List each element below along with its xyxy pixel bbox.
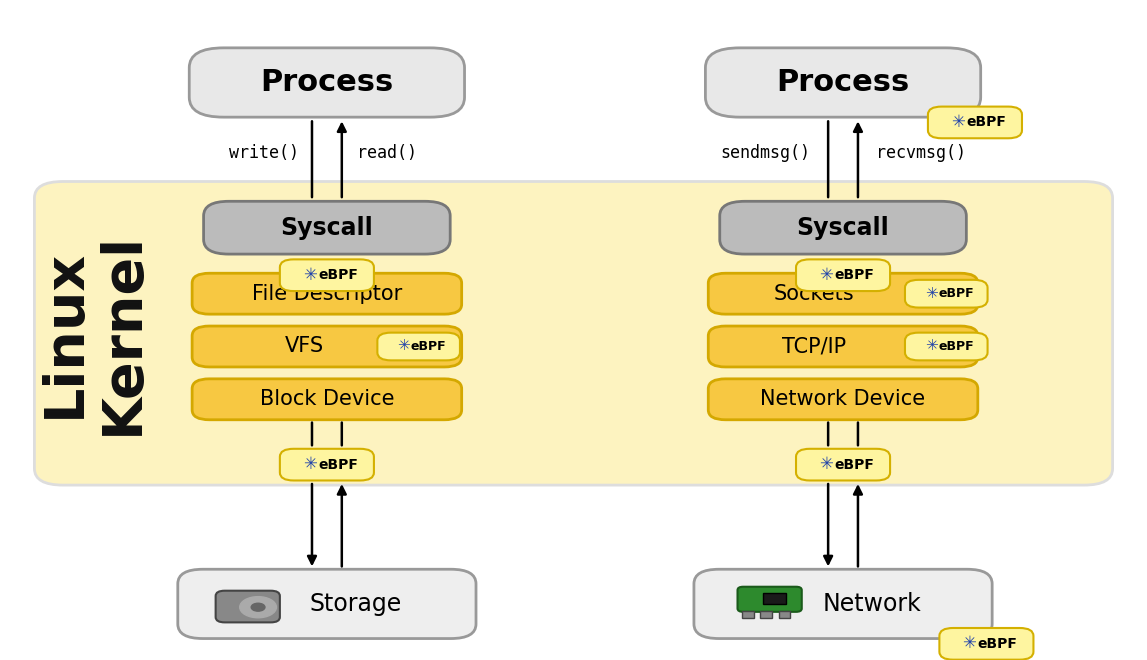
Text: eBPF: eBPF bbox=[411, 340, 446, 353]
FancyBboxPatch shape bbox=[192, 326, 461, 367]
Text: eBPF: eBPF bbox=[938, 287, 974, 300]
FancyBboxPatch shape bbox=[708, 379, 977, 420]
Circle shape bbox=[240, 597, 276, 618]
FancyBboxPatch shape bbox=[708, 326, 977, 367]
FancyBboxPatch shape bbox=[796, 449, 890, 480]
FancyBboxPatch shape bbox=[939, 628, 1033, 660]
Text: Sockets: Sockets bbox=[774, 284, 855, 304]
FancyBboxPatch shape bbox=[738, 587, 802, 612]
Text: ✳: ✳ bbox=[303, 455, 317, 473]
FancyBboxPatch shape bbox=[280, 449, 374, 480]
Text: ✳: ✳ bbox=[819, 265, 833, 284]
FancyBboxPatch shape bbox=[280, 259, 374, 291]
Text: Storage: Storage bbox=[310, 592, 401, 616]
FancyBboxPatch shape bbox=[705, 48, 981, 117]
Text: Syscall: Syscall bbox=[281, 216, 373, 240]
Text: eBPF: eBPF bbox=[938, 340, 974, 353]
Text: ✳: ✳ bbox=[951, 113, 965, 131]
FancyBboxPatch shape bbox=[34, 182, 1113, 485]
Text: eBPF: eBPF bbox=[966, 115, 1006, 129]
Text: ✳: ✳ bbox=[819, 455, 833, 473]
Text: Syscall: Syscall bbox=[797, 216, 889, 240]
FancyBboxPatch shape bbox=[192, 379, 461, 420]
Text: eBPF: eBPF bbox=[834, 457, 874, 472]
Text: Block Device: Block Device bbox=[259, 389, 395, 409]
FancyBboxPatch shape bbox=[905, 333, 988, 360]
FancyBboxPatch shape bbox=[779, 610, 790, 618]
FancyBboxPatch shape bbox=[377, 333, 460, 360]
FancyBboxPatch shape bbox=[189, 48, 465, 117]
Text: eBPF: eBPF bbox=[318, 268, 358, 282]
Text: File Descriptor: File Descriptor bbox=[252, 284, 401, 304]
Text: eBPF: eBPF bbox=[977, 637, 1017, 651]
Text: read(): read() bbox=[357, 144, 416, 162]
Circle shape bbox=[251, 603, 265, 611]
FancyBboxPatch shape bbox=[216, 591, 280, 622]
Text: Network: Network bbox=[822, 592, 921, 616]
Text: sendmsg(): sendmsg() bbox=[720, 144, 810, 162]
FancyBboxPatch shape bbox=[708, 273, 977, 314]
FancyBboxPatch shape bbox=[694, 569, 992, 639]
Text: ✳: ✳ bbox=[924, 286, 938, 300]
Text: ✳: ✳ bbox=[303, 265, 317, 284]
FancyBboxPatch shape bbox=[742, 610, 754, 618]
FancyBboxPatch shape bbox=[928, 107, 1022, 139]
Text: write(): write() bbox=[228, 144, 299, 162]
Text: ✳: ✳ bbox=[397, 339, 411, 353]
Text: Process: Process bbox=[260, 68, 393, 97]
Text: VFS: VFS bbox=[284, 337, 323, 356]
FancyBboxPatch shape bbox=[204, 201, 450, 254]
Text: recvmsg(): recvmsg() bbox=[876, 144, 966, 162]
Text: eBPF: eBPF bbox=[834, 268, 874, 282]
FancyBboxPatch shape bbox=[905, 280, 988, 308]
Text: Network Device: Network Device bbox=[760, 389, 926, 409]
FancyBboxPatch shape bbox=[720, 201, 966, 254]
FancyBboxPatch shape bbox=[178, 569, 476, 639]
FancyBboxPatch shape bbox=[192, 273, 461, 314]
Text: TCP/IP: TCP/IP bbox=[782, 337, 846, 356]
Text: eBPF: eBPF bbox=[318, 457, 358, 472]
FancyBboxPatch shape bbox=[796, 259, 890, 291]
FancyBboxPatch shape bbox=[763, 593, 786, 604]
Text: Process: Process bbox=[777, 68, 910, 97]
Text: ✳: ✳ bbox=[924, 339, 938, 353]
FancyBboxPatch shape bbox=[760, 610, 772, 618]
Text: Linux
Kernel: Linux Kernel bbox=[38, 232, 150, 435]
Text: ✳: ✳ bbox=[962, 634, 976, 652]
